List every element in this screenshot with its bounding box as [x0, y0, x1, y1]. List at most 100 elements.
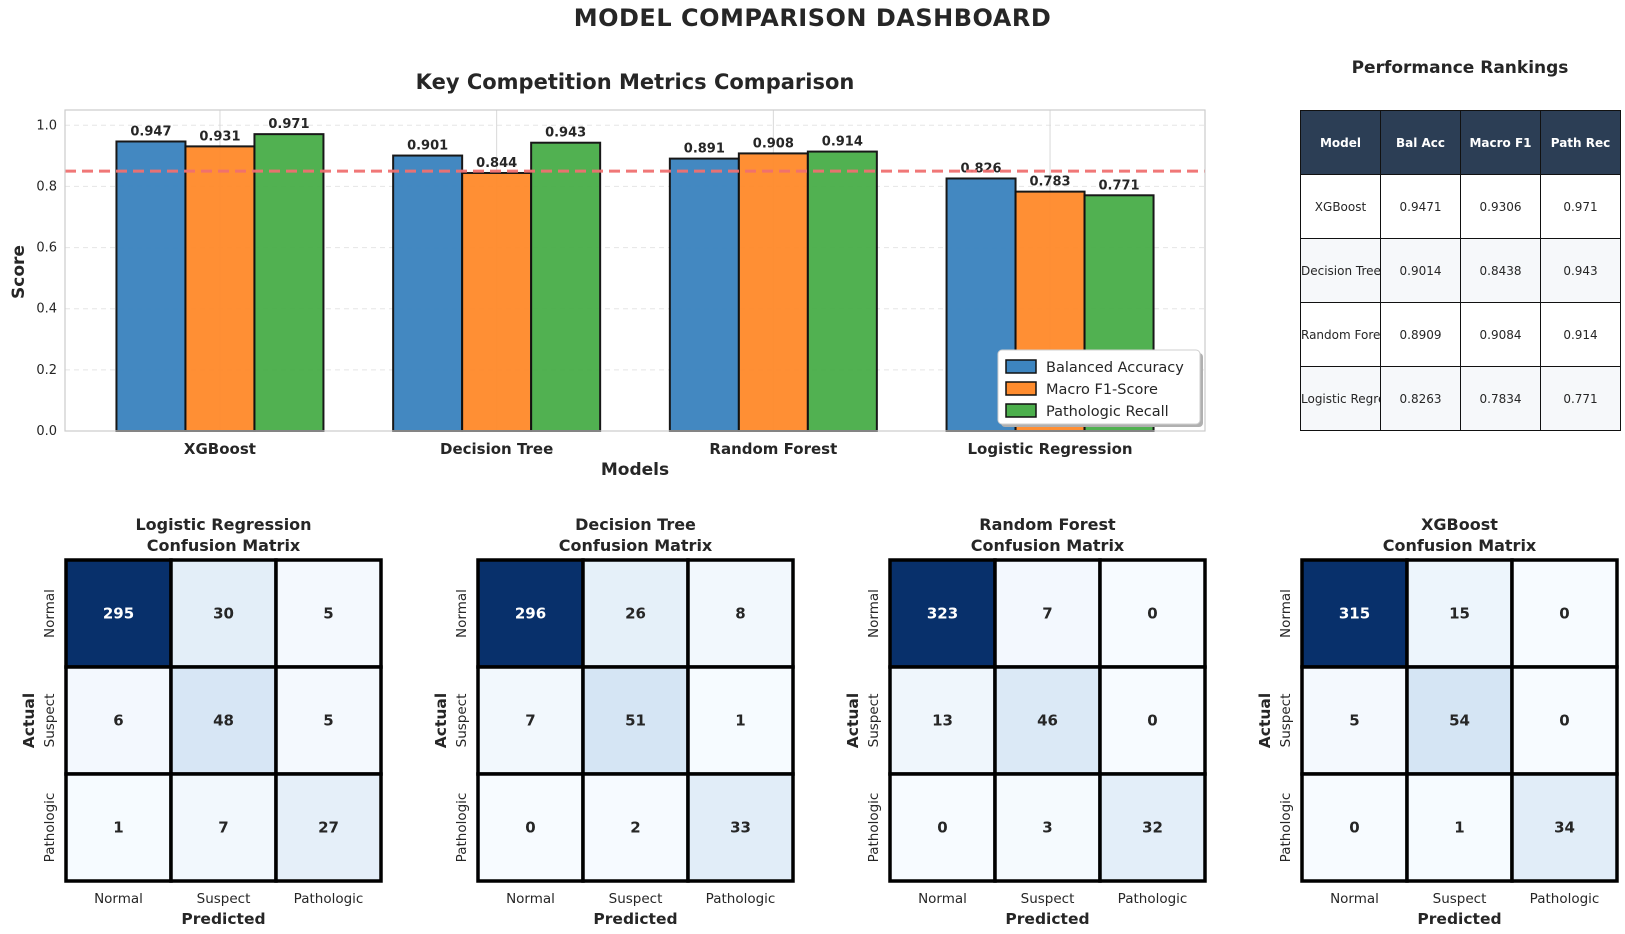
matrix-cell-value: 54: [1449, 712, 1470, 730]
matrix-cell-value: 295: [103, 605, 134, 623]
matrix-cell: [1510, 665, 1619, 776]
matrix-subtitle: Confusion Matrix: [559, 536, 713, 555]
matrix-cell-value: 27: [318, 819, 339, 837]
y-axis-label: Score: [9, 245, 29, 299]
matrix-cell: [274, 665, 383, 776]
rankings-row: Decision Tree 0.9014 0.8438 0.943: [1300, 238, 1621, 303]
legend-label: Pathologic Recall: [1046, 404, 1169, 420]
matrix-cell-value: 5: [1349, 712, 1359, 730]
plot-frame: [64, 109, 1206, 432]
matrix-y-tick: Normal: [866, 589, 882, 638]
matrix-cell: [581, 665, 690, 776]
matrix-cell-value: 3: [1042, 819, 1052, 837]
matrix-cell-value: 6: [113, 712, 123, 730]
matrix-y-tick: Pathologic: [866, 793, 882, 863]
bar-value-label: 0.914: [822, 135, 863, 150]
bar-value-label: 0.971: [268, 117, 309, 132]
legend-box: [997, 349, 1201, 425]
bar-value-label: 0.931: [199, 129, 240, 144]
matrix-cell-value: 15: [1449, 605, 1470, 623]
bar-value-label: 0.908: [753, 136, 794, 151]
rankings-value-cell: 0.9471: [1380, 174, 1461, 239]
rankings-header-cell: Macro F1: [1460, 110, 1541, 175]
matrix-cell: [888, 665, 997, 776]
matrix-x-tick: Pathologic: [706, 891, 776, 907]
y-tick-label: 0.4: [36, 302, 57, 317]
matrix-title: Logistic Regression: [135, 515, 311, 534]
matrix-cell: [888, 772, 997, 883]
y-tick-label: 0.0: [36, 424, 57, 439]
bar-value-label: 0.947: [130, 124, 171, 139]
matrix-y-label: Actual: [844, 693, 862, 748]
rankings-value-cell: 0.971: [1540, 174, 1621, 239]
matrix-x-tick: Suspect: [197, 891, 251, 907]
bar-macro-f1-score: [737, 152, 809, 432]
matrix-y-tick: Pathologic: [454, 793, 470, 863]
bar-balanced-accuracy: [115, 140, 187, 432]
matrix-title: Random Forest: [979, 515, 1116, 534]
rankings-value-cell: 0.771: [1540, 366, 1621, 431]
matrix-subtitle: Confusion Matrix: [1383, 536, 1537, 555]
matrix-x-tick: Normal: [918, 891, 967, 907]
x-tick-label: XGBoost: [184, 440, 256, 458]
matrix-cell: [1405, 558, 1514, 669]
matrix-x-tick: Suspect: [1021, 891, 1075, 907]
legend-label: Macro F1-Score: [1046, 382, 1158, 398]
dashboard-title: MODEL COMPARISON DASHBOARD: [573, 4, 1052, 32]
matrix-y-label: Actual: [1256, 693, 1274, 748]
rankings-value-cell: 0.914: [1540, 302, 1621, 367]
rankings-value-cell: 0.9014: [1380, 238, 1461, 303]
x-tick-label: Random Forest: [709, 440, 837, 458]
matrix-cell-value: 2: [630, 819, 640, 837]
bar-pathologic-recall: [806, 150, 878, 432]
matrix-cell-value: 30: [213, 605, 234, 623]
matrix-cell: [1300, 772, 1409, 883]
matrix-x-label: Predicted: [1417, 910, 1501, 928]
bar-value-label: 0.771: [1098, 178, 1139, 193]
matrix-cell: [476, 772, 585, 883]
rankings-value-cell: 0.8438: [1460, 238, 1541, 303]
bar-macro-f1-score: [461, 171, 533, 432]
confusion-matrix: XGBoost Confusion Matrix 315 15 0 5 54 0 0 1 34 Nor…: [1256, 515, 1619, 928]
matrix-cell-value: 7: [525, 712, 535, 730]
matrix-y-tick: Normal: [42, 589, 58, 638]
confusion-matrix: Decision Tree Confusion Matrix 296 26 8 7 51 1 0…: [432, 515, 795, 928]
matrix-y-tick: Pathologic: [42, 793, 58, 863]
bar-value-label: 0.826: [960, 161, 1001, 176]
rankings-model-cell: Random Forest: [1300, 302, 1381, 367]
matrix-cell-value: 1: [113, 819, 123, 837]
matrix-cell: [993, 665, 1102, 776]
matrix-x-label: Predicted: [593, 910, 677, 928]
matrix-cell: [1098, 665, 1207, 776]
matrix-x-tick: Pathologic: [1118, 891, 1188, 907]
matrix-cell-value: 1: [1454, 819, 1464, 837]
legend-swatch: [1005, 403, 1037, 418]
rankings-value-cell: 0.9306: [1460, 174, 1541, 239]
matrix-cell-value: 296: [515, 605, 546, 623]
matrix-cell-value: 315: [1339, 605, 1370, 623]
matrix-x-label: Predicted: [181, 910, 265, 928]
bar-value-label: 0.783: [1029, 175, 1070, 190]
x-axis-label: Models: [601, 460, 669, 480]
matrix-cell-value: 8: [735, 605, 745, 623]
rankings-body: XGBoost 0.9471 0.9306 0.971 Decision Tree 0.9…: [1300, 174, 1621, 431]
matrix-cell-value: 0: [1147, 712, 1157, 730]
matrix-x-tick: Pathologic: [294, 891, 364, 907]
matrix-cell-value: 0: [1147, 605, 1157, 623]
matrix-x-tick: Suspect: [609, 891, 663, 907]
matrix-y-tick: Normal: [1278, 589, 1294, 638]
matrix-cell: [1510, 772, 1619, 883]
matrix-x-tick: Normal: [506, 891, 555, 907]
matrix-cell-value: 0: [1559, 605, 1569, 623]
matrix-cell: [64, 665, 173, 776]
matrix-y-tick: Suspect: [866, 694, 882, 748]
matrix-cell-value: 1: [735, 712, 745, 730]
matrix-cell: [64, 772, 173, 883]
matrix-y-tick: Pathologic: [1278, 793, 1294, 863]
bar-balanced-accuracy: [668, 157, 740, 432]
bar-pathologic-recall: [530, 141, 602, 432]
bar-value-label: 0.943: [545, 126, 586, 141]
matrix-cell: [1510, 558, 1619, 669]
